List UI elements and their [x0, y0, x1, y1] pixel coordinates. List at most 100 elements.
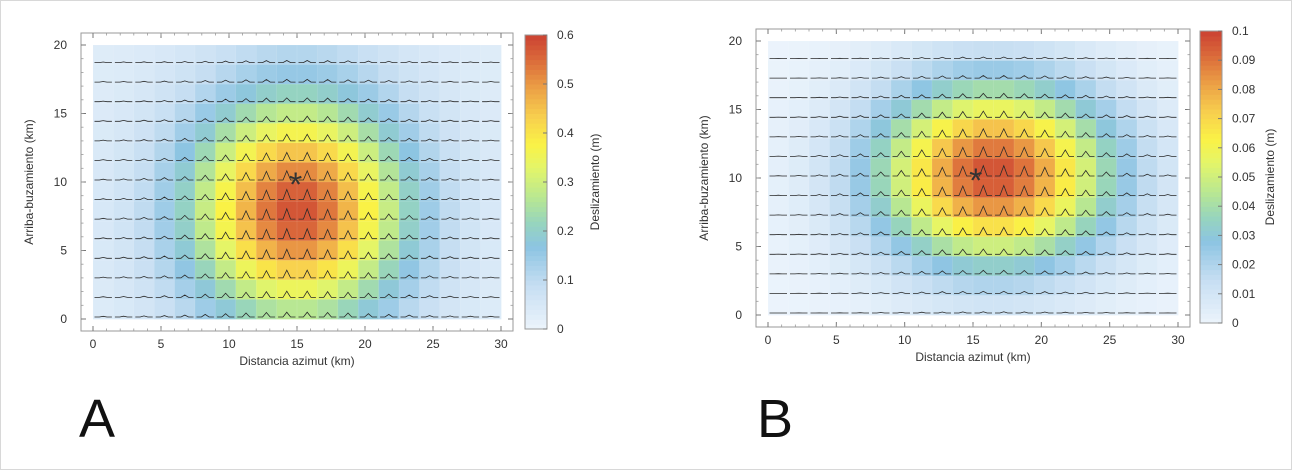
- colorbar-segment: [525, 314, 547, 320]
- colorbar-segment: [525, 109, 547, 115]
- panel-letter: B: [757, 389, 793, 449]
- heatmap-cell: [768, 295, 789, 315]
- heatmap-cell: [768, 276, 789, 296]
- heatmap-cell: [379, 104, 400, 124]
- heatmap-cell: [1117, 80, 1138, 100]
- heatmap-cell: [154, 104, 175, 124]
- heatmap-cell: [994, 276, 1015, 296]
- heatmap-cell: [1055, 139, 1076, 159]
- heatmap-cell: [850, 198, 871, 218]
- heatmap-cell: [399, 45, 420, 65]
- heatmap-cell: [460, 202, 481, 222]
- colorbar-segment: [1200, 304, 1222, 309]
- colorbar-segment: [525, 148, 547, 154]
- heatmap-cell: [440, 260, 461, 280]
- colorbar-segment: [525, 241, 547, 247]
- colorbar-segment: [525, 216, 547, 222]
- heatmap-cell: [871, 158, 892, 178]
- heatmap-cell: [440, 280, 461, 300]
- colorbar-segment: [1200, 279, 1222, 284]
- heatmap-cell: [789, 276, 810, 296]
- heatmap-cell: [1055, 178, 1076, 198]
- colorbar-segment: [1200, 158, 1222, 163]
- colorbar-tick-label: 0.3: [557, 175, 574, 189]
- heatmap-cell: [195, 143, 216, 163]
- heatmap-cell: [973, 139, 994, 159]
- heatmap-cell: [1076, 100, 1097, 120]
- heatmap-cell: [175, 104, 196, 124]
- heatmap-cell: [317, 280, 338, 300]
- heatmap-cell: [358, 123, 379, 143]
- colorbar-segment: [525, 118, 547, 124]
- x-tick-label: 15: [966, 333, 980, 347]
- colorbar-segment: [1200, 255, 1222, 260]
- heatmap-cell: [912, 139, 933, 159]
- heatmap-cell: [891, 276, 912, 296]
- colorbar-segment: [1200, 123, 1222, 128]
- heatmap-cell: [256, 104, 277, 124]
- heatmap-cell: [809, 295, 830, 315]
- colorbar-tick-label: 0.08: [1232, 82, 1256, 96]
- colorbar-tick-label: 0.06: [1232, 141, 1256, 155]
- colorbar-segment: [525, 35, 547, 41]
- heatmap-cell: [419, 162, 440, 182]
- colorbar-tick-label: 0.07: [1232, 112, 1256, 126]
- y-axis-label: Arriba-buzamiento (km): [22, 119, 36, 244]
- colorbar-segment: [525, 50, 547, 56]
- heatmap-cell: [440, 104, 461, 124]
- heatmap-cell: [236, 299, 257, 319]
- heatmap-cell: [850, 100, 871, 120]
- heatmap-cell: [134, 202, 155, 222]
- heatmap-cell: [1055, 119, 1076, 139]
- colorbar-segment: [525, 260, 547, 266]
- y-tick-label: 0: [735, 308, 742, 322]
- heatmap-cell: [1035, 119, 1056, 139]
- heatmap-cell: [154, 280, 175, 300]
- heatmap-cell: [338, 280, 359, 300]
- heatmap-cell: [994, 178, 1015, 198]
- heatmap-cell: [1014, 237, 1035, 257]
- heatmap-cell: [317, 182, 338, 202]
- heatmap-cell: [1076, 276, 1097, 296]
- colorbar-segment: [525, 309, 547, 315]
- colorbar-segment: [525, 84, 547, 90]
- heatmap-cell: [1137, 295, 1158, 315]
- y-tick-label: 5: [735, 240, 742, 254]
- heatmap-cell: [113, 202, 134, 222]
- panel-letter: A: [79, 389, 115, 449]
- heatmap-cell: [154, 241, 175, 261]
- colorbar-segment: [1200, 65, 1222, 70]
- heatmap-cell: [1117, 100, 1138, 120]
- heatmap-cell: [768, 100, 789, 120]
- heatmap-cell: [1055, 217, 1076, 237]
- heatmap-cell: [358, 260, 379, 280]
- colorbar-segment: [1200, 221, 1222, 226]
- heatmap-cell: [256, 84, 277, 104]
- heatmap-cell: [195, 65, 216, 85]
- heatmap-cell: [994, 295, 1015, 315]
- heatmap-cell: [830, 139, 851, 159]
- heatmap-cell: [1117, 237, 1138, 257]
- heatmap-cell: [1014, 100, 1035, 120]
- heatmap-cell: [399, 202, 420, 222]
- heatmap-cell: [175, 182, 196, 202]
- heatmap-cell: [195, 123, 216, 143]
- heatmap-cell: [871, 100, 892, 120]
- heatmap-cell: [113, 241, 134, 261]
- heatmap-cell: [850, 80, 871, 100]
- heatmap-cell: [215, 65, 236, 85]
- heatmap-cell: [973, 237, 994, 257]
- colorbar-segment: [525, 300, 547, 306]
- heatmap-cell: [419, 123, 440, 143]
- heatmap-cell: [1055, 198, 1076, 218]
- colorbar-segment: [525, 182, 547, 188]
- colorbar-segment: [1200, 75, 1222, 80]
- heatmap-cell: [891, 61, 912, 81]
- colorbar-segment: [525, 60, 547, 66]
- heatmap-cell: [195, 45, 216, 65]
- heatmap-cell: [297, 202, 318, 222]
- heatmap-cell: [419, 104, 440, 124]
- heatmap-cell: [1076, 80, 1097, 100]
- colorbar-segment: [1200, 235, 1222, 240]
